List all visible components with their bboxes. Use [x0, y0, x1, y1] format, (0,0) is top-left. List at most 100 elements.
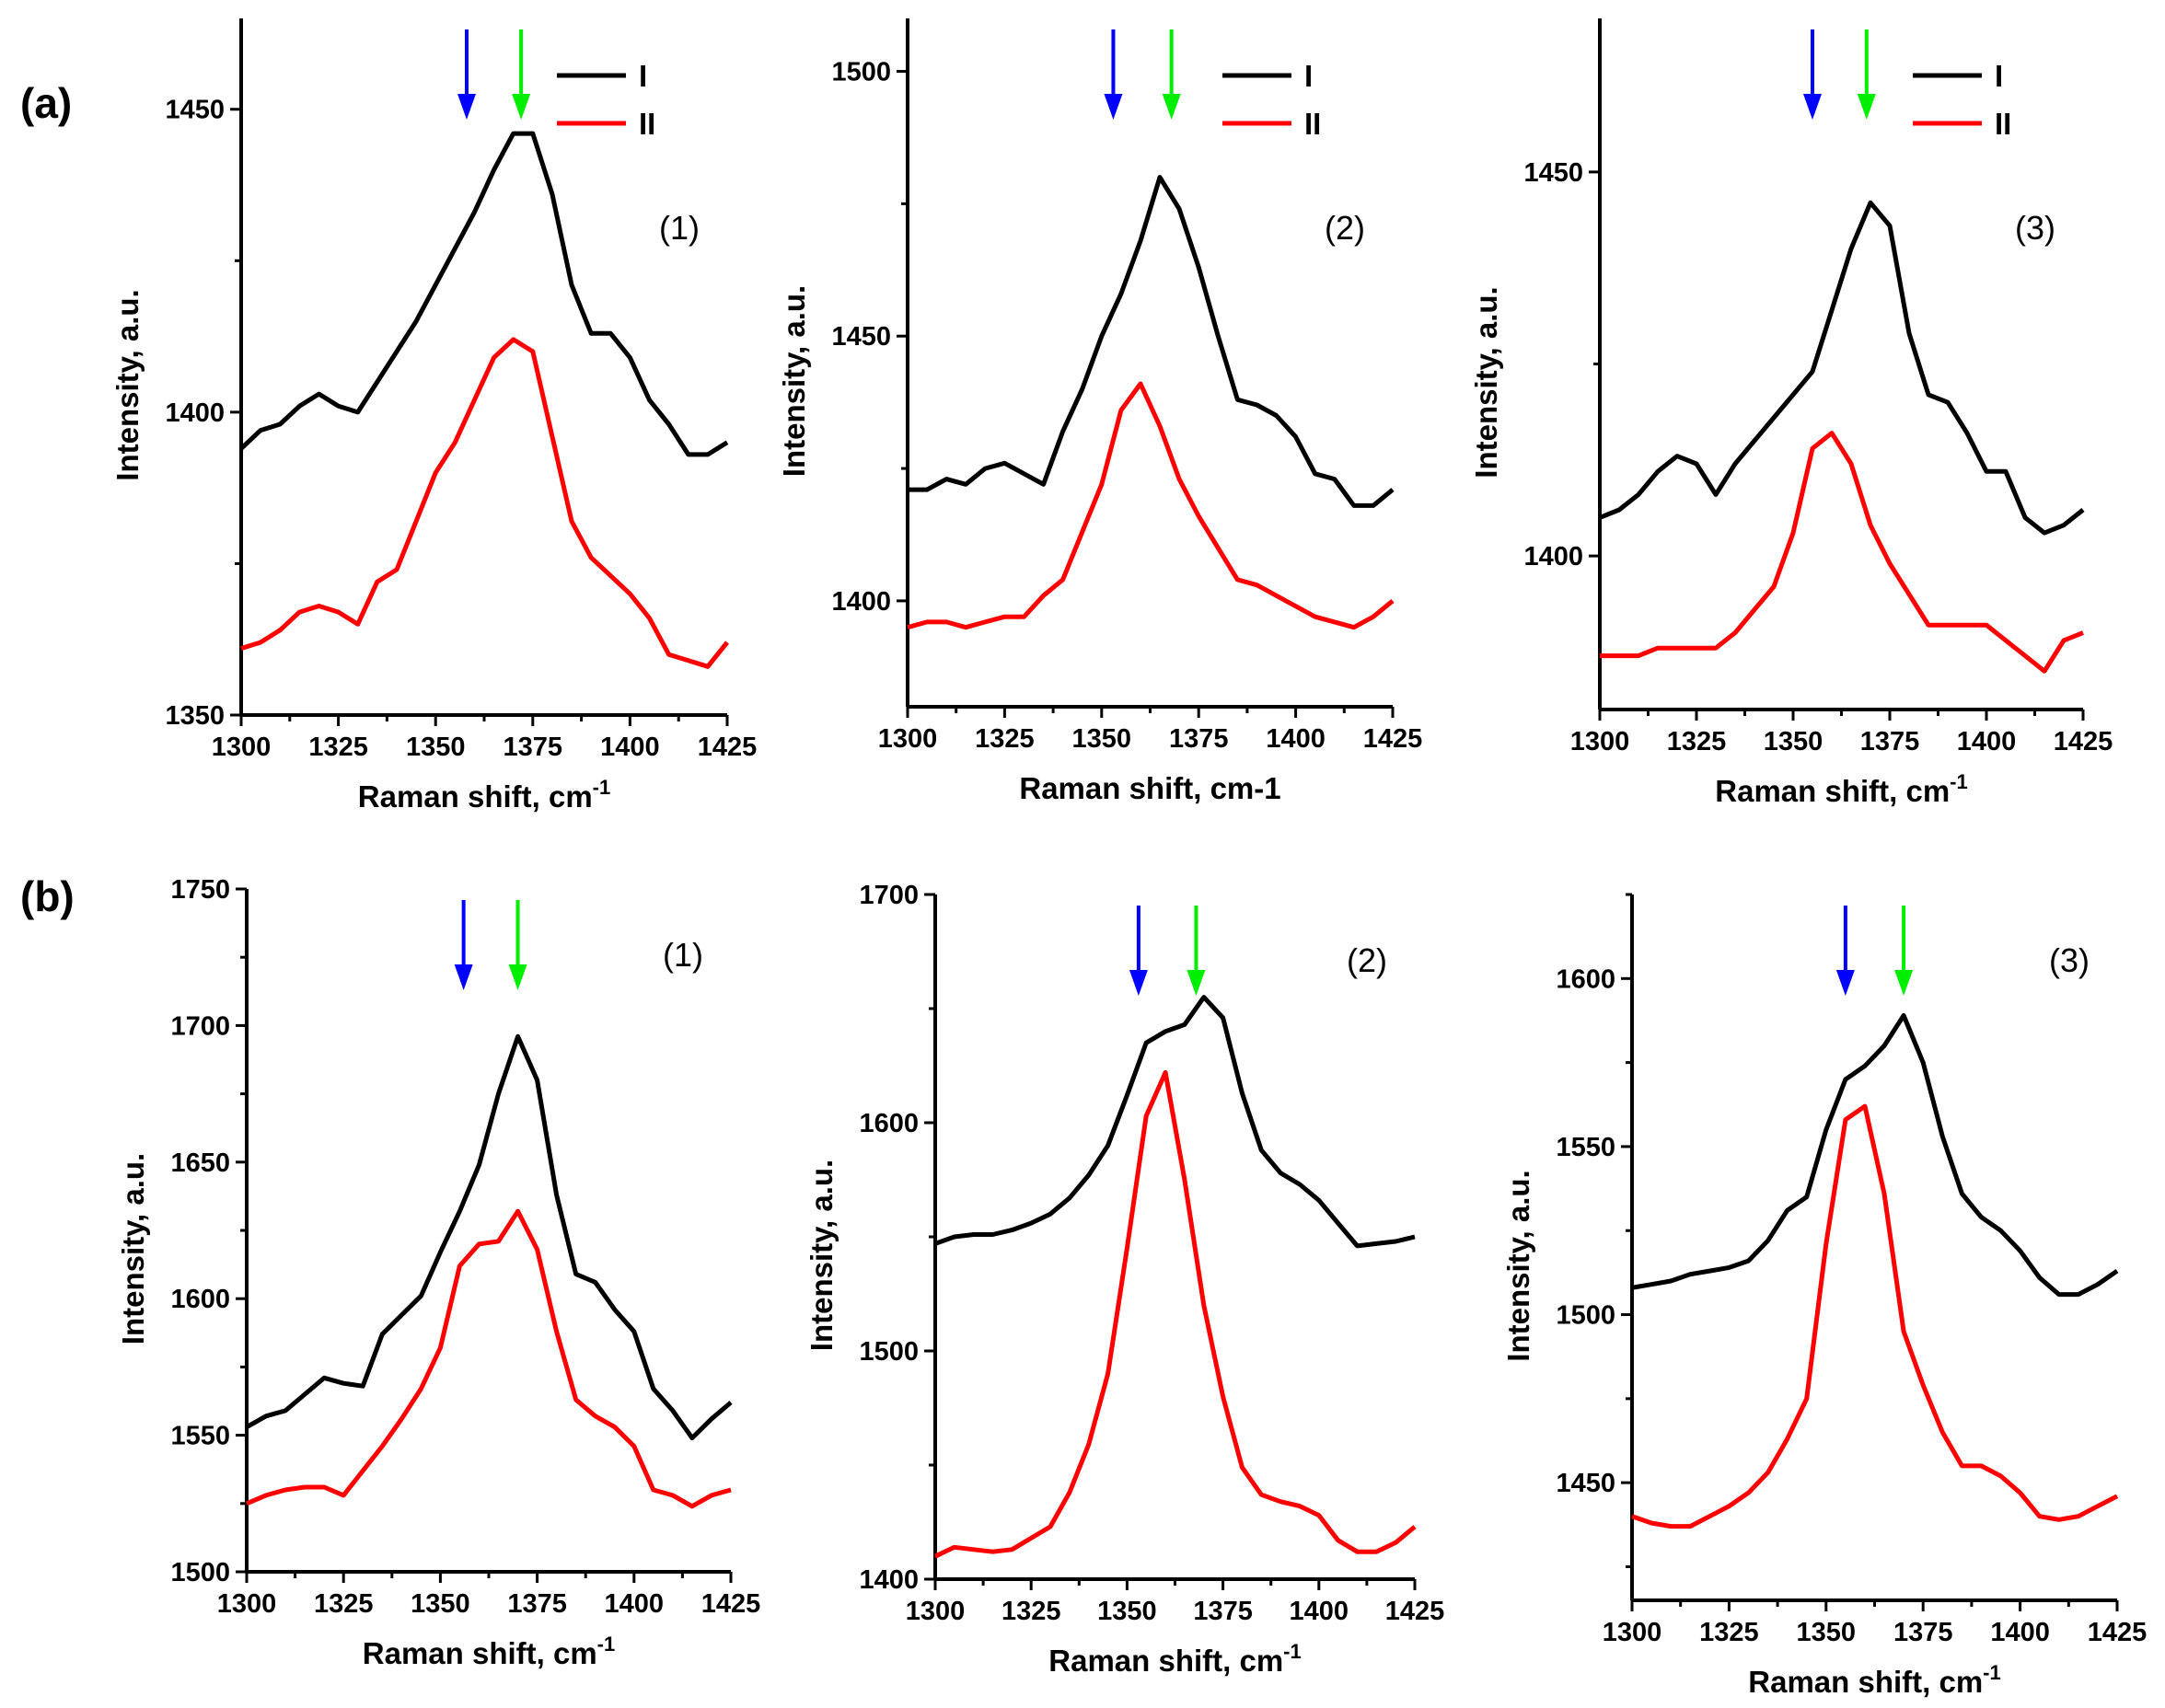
peak-arrow-green-head	[1857, 94, 1876, 120]
y-axis-title: Intensity, a.u.	[110, 289, 145, 480]
x-tick-label: 1350	[411, 1589, 470, 1619]
panel-tag: (1)	[659, 209, 700, 247]
x-tick-label: 1325	[1667, 727, 1727, 756]
x-axis-title: Raman shift, cm-1	[1048, 1640, 1301, 1678]
x-axis-title: Raman shift, cm-1	[363, 1633, 615, 1670]
series-line-II	[933, 1069, 1417, 1559]
series-line-I	[245, 1033, 733, 1441]
x-tick-label: 1375	[1193, 1597, 1253, 1626]
x-tick-label: 1375	[504, 733, 563, 762]
y-tick-label: 1450	[1523, 158, 1583, 188]
x-tick-label: 1425	[701, 1589, 761, 1619]
x-tick-label: 1375	[1893, 1618, 1953, 1647]
series-line-I	[239, 131, 729, 457]
y-axis-title: Intensity, a.u.	[1469, 286, 1503, 478]
peak-arrow-blue-head	[454, 964, 473, 990]
y-tick-label: 1700	[170, 1011, 230, 1041]
chart-panel-b-2: 1300 1325 1350 1375 1400 1425 1400 1500 1600 1700…	[805, 881, 1444, 1678]
y-tick-label: 1750	[170, 875, 230, 905]
y-tick-label: 1600	[170, 1285, 230, 1314]
x-tick-label: 1425	[1363, 724, 1423, 754]
x-tick-label: 1425	[2054, 727, 2113, 756]
x-tick-label: 1400	[1957, 727, 2017, 756]
x-axis-title-superscript: -1	[593, 776, 611, 799]
x-tick-label: 1350	[1097, 1597, 1157, 1626]
x-tick-label: 1350	[406, 733, 466, 762]
row-label-a: (a)	[20, 79, 72, 127]
x-tick-label: 1375	[1169, 724, 1229, 754]
x-tick-label: 1350	[1764, 727, 1823, 756]
x-tick-label: 1325	[1699, 1618, 1759, 1647]
series-line-II	[246, 1208, 732, 1509]
peak-arrow-green-head	[1162, 94, 1181, 120]
y-tick-label: 1500	[170, 1558, 230, 1587]
x-tick-label: 1300	[212, 733, 272, 762]
chart-panel-a-3: 1300 1325 1350 1375 1400 142514001450(3)IIIRa…	[1469, 18, 2113, 808]
x-axis-title-superscript: -1	[1983, 1661, 2001, 1684]
peak-arrow-blue-head	[1129, 970, 1148, 996]
x-tick-label: 1300	[906, 1597, 966, 1626]
x-tick-label: 1325	[314, 1589, 374, 1619]
x-tick-label: 1325	[975, 724, 1035, 754]
panel-tag: (3)	[2015, 209, 2055, 247]
y-tick-label: 1450	[165, 96, 225, 125]
peak-arrow-blue-head	[1803, 94, 1822, 120]
y-tick-label: 1400	[1523, 542, 1583, 571]
series-line-I	[908, 175, 1395, 508]
x-tick-label: 1425	[698, 733, 758, 762]
legend-label-II: II	[1995, 107, 2011, 141]
y-tick-label: 1500	[1556, 1301, 1615, 1331]
x-tick-label: 1400	[605, 1589, 665, 1619]
y-tick-label: 1500	[859, 1337, 919, 1367]
x-tick-label: 1350	[1072, 724, 1132, 754]
y-tick-label: 1450	[831, 322, 891, 352]
y-axis-title: Intensity, a.u.	[116, 1153, 150, 1344]
x-tick-label: 1400	[600, 733, 660, 762]
series-line-II	[240, 337, 729, 669]
peak-arrow-green	[1894, 906, 1914, 996]
legend-label-I: I	[1304, 59, 1313, 93]
peak-arrow-green-head	[508, 964, 527, 990]
series-line-I	[1631, 1013, 2119, 1298]
chart-panel-b-3: 1300 1325 1350 1375 1400 1425 1450 1500 1550 1600…	[1501, 893, 2148, 1699]
x-tick-label: 1325	[308, 733, 368, 762]
y-axis-title: Intensity, a.u.	[1501, 1170, 1535, 1361]
x-axis-title-superscript: -1	[1283, 1640, 1302, 1663]
panels-container: 1300 1325 1350 1375 1400 1425 1350 1400 1450 (1) I…	[110, 18, 2147, 1699]
x-tick-label: 1325	[1001, 1597, 1061, 1626]
y-tick-label: 1400	[165, 398, 225, 428]
peak-arrow-blue	[1104, 29, 1123, 120]
x-axis-title: Raman shift, cm-1	[1019, 771, 1280, 805]
legend-label-I: I	[639, 59, 647, 93]
x-axis-title: Raman shift, cm-1	[358, 776, 610, 814]
peak-arrow-blue	[1129, 906, 1148, 996]
x-tick-label: 1300	[217, 1589, 277, 1619]
x-tick-label: 1300	[878, 724, 938, 754]
peak-arrow-blue-head	[457, 94, 476, 120]
series-line-I	[1599, 200, 2085, 536]
y-tick-label: 1400	[859, 1565, 919, 1595]
y-tick-label: 1550	[1556, 1133, 1615, 1162]
peak-arrow-blue	[1835, 906, 1855, 996]
x-tick-label: 1350	[1797, 1618, 1857, 1647]
y-axis-title: Intensity, a.u.	[805, 1160, 839, 1351]
x-tick-label: 1300	[1570, 727, 1630, 756]
peak-arrow-blue-head	[1835, 970, 1855, 996]
chart-panel-a-1: 1300 1325 1350 1375 1400 1425 1350 1400 1450 (1) I…	[110, 18, 757, 814]
y-tick-label: 1400	[831, 587, 891, 617]
peak-arrow-green	[1857, 29, 1876, 120]
y-axis-title: Intensity, a.u.	[777, 285, 811, 477]
y-tick-label: 1450	[1556, 1469, 1615, 1498]
series-line-II	[1600, 431, 2084, 674]
legend-label-II: II	[639, 107, 655, 141]
x-tick-label: 1375	[507, 1589, 567, 1619]
x-axis-title-superscript: -1	[1950, 770, 1968, 793]
x-axis-title-superscript: -1	[597, 1633, 616, 1656]
x-tick-label: 1300	[1603, 1618, 1662, 1647]
peak-arrow-green	[508, 900, 527, 990]
chart-panel-a-2: 1300 1325 1350 1375 1400 1425 1400 1450 1500 (2) I…	[777, 18, 1422, 805]
legend-label-I: I	[1995, 59, 2003, 93]
x-tick-label: 1425	[2088, 1618, 2148, 1647]
peak-arrow-green-head	[1187, 970, 1206, 996]
